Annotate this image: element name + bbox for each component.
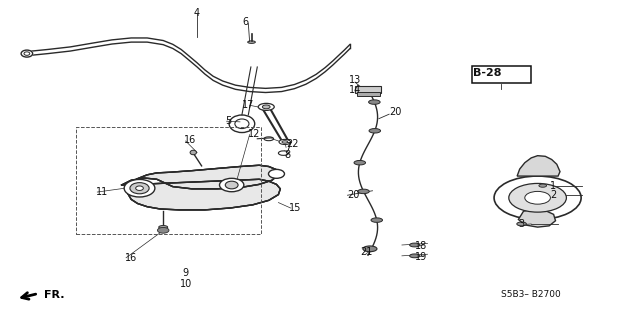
Ellipse shape <box>262 105 270 109</box>
Ellipse shape <box>136 186 143 190</box>
Text: FR.: FR. <box>44 290 64 300</box>
Ellipse shape <box>517 222 526 226</box>
Text: 3: 3 <box>518 219 525 229</box>
Ellipse shape <box>21 50 33 57</box>
Text: 8: 8 <box>285 150 291 160</box>
Ellipse shape <box>190 150 196 155</box>
Text: 14: 14 <box>349 85 362 95</box>
Text: 9: 9 <box>182 268 189 278</box>
Text: 20: 20 <box>348 189 360 200</box>
Bar <box>472 66 531 83</box>
Text: 12: 12 <box>248 129 260 139</box>
Bar <box>76 127 261 234</box>
Text: 15: 15 <box>289 203 301 213</box>
Ellipse shape <box>363 246 377 252</box>
Ellipse shape <box>124 179 155 197</box>
Text: 21: 21 <box>360 247 372 257</box>
Ellipse shape <box>159 226 168 229</box>
Ellipse shape <box>269 169 285 178</box>
Text: 17: 17 <box>242 100 255 110</box>
Text: 4: 4 <box>194 8 200 18</box>
Text: 18: 18 <box>415 241 427 251</box>
Circle shape <box>494 176 581 219</box>
Text: 7: 7 <box>285 142 291 152</box>
Text: 16: 16 <box>184 135 196 145</box>
Ellipse shape <box>539 194 547 197</box>
Bar <box>357 92 380 96</box>
Polygon shape <box>518 209 556 227</box>
Text: 16: 16 <box>125 253 137 263</box>
Ellipse shape <box>278 151 289 155</box>
Text: S5B3– B2700: S5B3– B2700 <box>501 290 561 299</box>
Text: 6: 6 <box>243 17 249 27</box>
Ellipse shape <box>539 184 547 187</box>
Text: 5: 5 <box>225 115 232 126</box>
Text: 22: 22 <box>287 139 300 149</box>
Text: 13: 13 <box>349 75 362 85</box>
Text: 19: 19 <box>415 252 427 262</box>
Polygon shape <box>517 156 560 176</box>
Ellipse shape <box>248 41 255 43</box>
Ellipse shape <box>369 129 381 133</box>
Bar <box>355 86 381 93</box>
Text: B-28: B-28 <box>474 68 502 78</box>
Ellipse shape <box>358 189 369 194</box>
Ellipse shape <box>225 181 238 189</box>
Ellipse shape <box>410 243 420 247</box>
Ellipse shape <box>279 139 291 145</box>
Ellipse shape <box>354 160 365 165</box>
Text: 10: 10 <box>179 279 192 289</box>
Circle shape <box>157 227 169 233</box>
Ellipse shape <box>282 141 288 143</box>
Ellipse shape <box>130 182 149 194</box>
Text: 2: 2 <box>550 190 557 200</box>
Ellipse shape <box>259 103 275 110</box>
Text: 11: 11 <box>96 187 108 197</box>
Circle shape <box>525 191 550 204</box>
Ellipse shape <box>220 178 244 192</box>
Ellipse shape <box>369 100 380 104</box>
Text: 20: 20 <box>389 107 401 117</box>
Polygon shape <box>122 165 280 210</box>
Ellipse shape <box>410 254 420 258</box>
Ellipse shape <box>371 218 383 222</box>
Circle shape <box>509 183 566 212</box>
Text: 1: 1 <box>550 181 557 191</box>
